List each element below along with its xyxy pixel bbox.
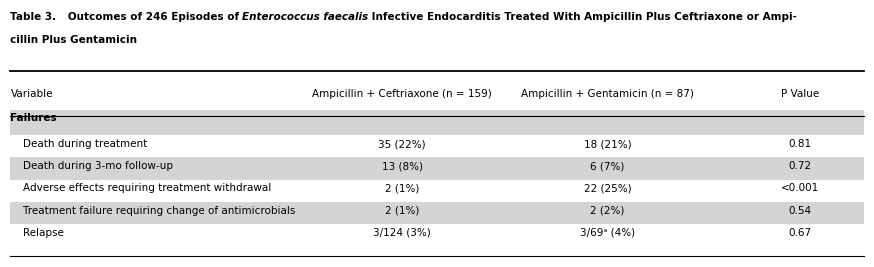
- Text: P Value: P Value: [780, 89, 819, 99]
- Text: 3/69ᵃ (4%): 3/69ᵃ (4%): [579, 228, 635, 238]
- Text: Ampicillin + Gentamicin (n = 87): Ampicillin + Gentamicin (n = 87): [521, 89, 694, 99]
- Text: Death during treatment: Death during treatment: [10, 139, 148, 149]
- Text: Adverse effects requiring treatment withdrawal: Adverse effects requiring treatment with…: [10, 183, 272, 193]
- Text: Failures: Failures: [10, 113, 57, 123]
- Text: 6 (7%): 6 (7%): [590, 161, 625, 171]
- Text: <0.001: <0.001: [780, 183, 819, 193]
- Text: Variable: Variable: [10, 89, 53, 99]
- Text: 3/124 (3%): 3/124 (3%): [373, 228, 431, 238]
- Text: 2 (2%): 2 (2%): [590, 206, 625, 215]
- Bar: [10, 157, 864, 180]
- Text: 0.72: 0.72: [788, 161, 811, 171]
- Text: Death during 3-mo follow-up: Death during 3-mo follow-up: [10, 161, 173, 171]
- Bar: [10, 110, 864, 135]
- Text: Infective Endocarditis Treated With Ampicillin Plus Ceftriaxone or Ampi-: Infective Endocarditis Treated With Ampi…: [369, 12, 797, 22]
- Text: 35 (22%): 35 (22%): [378, 139, 426, 149]
- Text: 0.67: 0.67: [788, 228, 811, 238]
- Text: 22 (25%): 22 (25%): [584, 183, 631, 193]
- Text: Ampicillin + Ceftriaxone (n = 159): Ampicillin + Ceftriaxone (n = 159): [312, 89, 492, 99]
- Text: 2 (1%): 2 (1%): [385, 183, 420, 193]
- Text: Outcomes of 246 Episodes of: Outcomes of 246 Episodes of: [57, 12, 242, 22]
- Text: Relapse: Relapse: [10, 228, 65, 238]
- Text: Enterococcus faecalis: Enterococcus faecalis: [242, 12, 369, 22]
- Text: Table 3.: Table 3.: [10, 12, 57, 22]
- Text: 13 (8%): 13 (8%): [382, 161, 422, 171]
- Text: 2 (1%): 2 (1%): [385, 206, 420, 215]
- Text: 18 (21%): 18 (21%): [584, 139, 631, 149]
- Text: 0.54: 0.54: [788, 206, 811, 215]
- Bar: [10, 202, 864, 224]
- Text: 0.81: 0.81: [788, 139, 811, 149]
- Text: cillin Plus Gentamicin: cillin Plus Gentamicin: [10, 35, 137, 45]
- Text: Treatment failure requiring change of antimicrobials: Treatment failure requiring change of an…: [10, 206, 296, 215]
